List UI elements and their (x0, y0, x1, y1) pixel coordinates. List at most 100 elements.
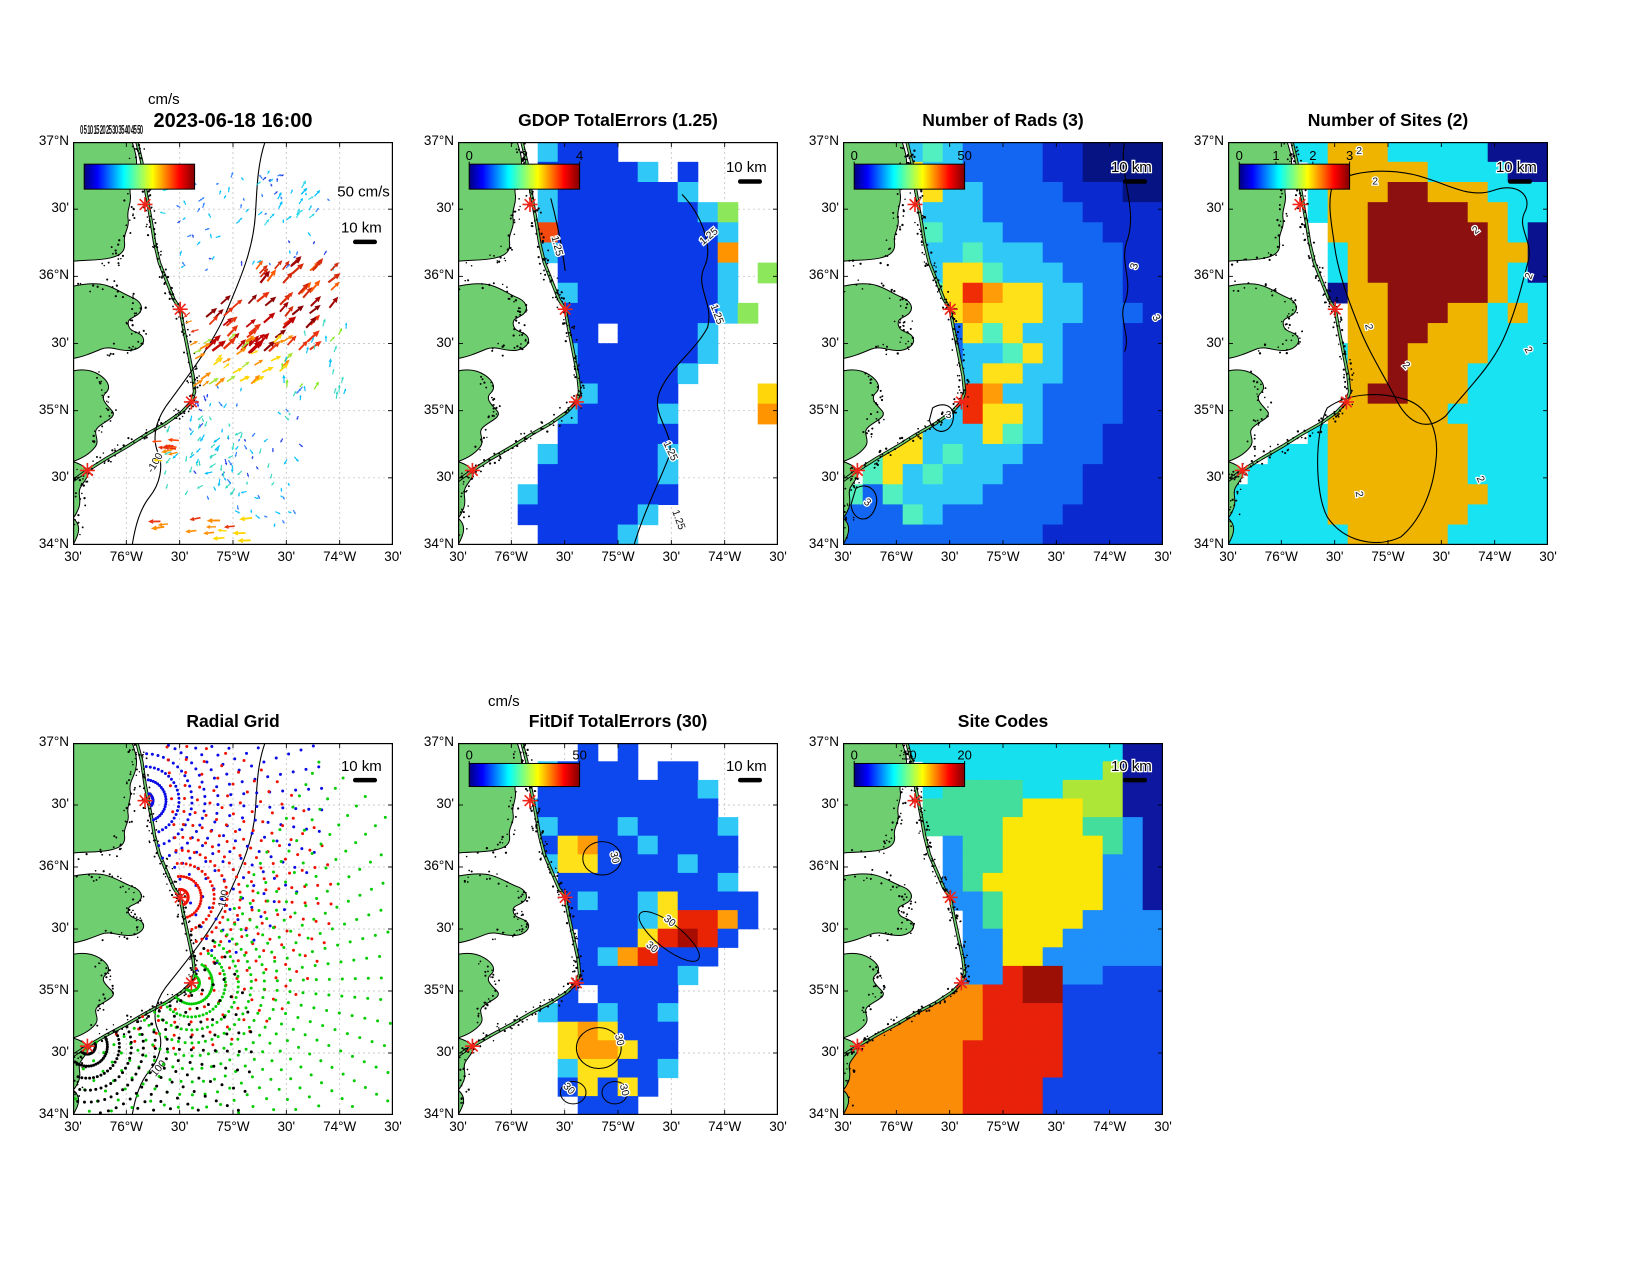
colorbar-unit-label: cm/s (148, 91, 180, 108)
axis-tick-label: 36°N (38, 267, 69, 283)
panel-title-sites: Number of Sites (2) (1307, 110, 1469, 130)
radar-site-marker (183, 394, 199, 410)
axis-tick-label: 75°W (601, 549, 635, 564)
radar-site-marker (79, 1038, 95, 1054)
svg-text:1.25: 1.25 (669, 508, 687, 531)
axis-tick-label: 37°N (423, 734, 454, 749)
radar-site-marker (849, 1038, 865, 1054)
axis-tick-label: 34°N (423, 536, 454, 551)
axis-tick-label: 30' (1206, 334, 1224, 350)
axis-tick-label: 30' (834, 1119, 852, 1134)
axis-tick-label: 76°W (109, 1119, 143, 1134)
axis-tick-label: 30' (449, 1119, 467, 1134)
axis-tick-label: 74°W (708, 1119, 742, 1134)
axis-tick-label: 30' (821, 200, 839, 216)
radar-site-marker (907, 793, 923, 809)
colorbar-tick-cluster: 0 5 10 15 20 25 30 35 40 45 50 (80, 122, 143, 137)
axis-tick-label: 34°N (38, 536, 69, 551)
axis-tick-label: 76°W (109, 549, 143, 564)
svg-text:-100: -100 (145, 451, 166, 475)
axis-tick-label: 30' (821, 1044, 839, 1059)
axis-tick-label: 30' (64, 1119, 82, 1134)
axis-tick-label: 30' (51, 920, 69, 935)
axis-tick-label: 74°W (708, 549, 742, 564)
radar-site-marker (522, 196, 538, 212)
axis-tick-label: 35°N (1193, 401, 1224, 417)
axis-tick-label: 74°W (1478, 549, 1512, 564)
radar-site-marker (1338, 394, 1354, 410)
radar-site-marker (942, 301, 958, 317)
axis-tick-label: 30' (51, 468, 69, 484)
radar-site-marker (557, 301, 573, 317)
axis-tick-label: 76°W (1264, 549, 1298, 564)
svg-text:3: 3 (1346, 148, 1353, 163)
svg-text:2: 2 (1353, 490, 1366, 498)
axis-tick-label: 35°N (423, 982, 454, 997)
radar-site-marker (907, 196, 923, 212)
svg-text:3: 3 (1128, 262, 1141, 271)
axis-tick-label: 30' (821, 796, 839, 811)
axis-tick-label: 36°N (423, 858, 454, 873)
svg-text:50: 50 (957, 148, 971, 163)
axis-tick-label: 75°W (601, 1119, 635, 1134)
axis-tick-label: 37°N (1193, 133, 1224, 148)
axis-tick-label: 36°N (808, 267, 839, 283)
axis-tick-label: 37°N (38, 133, 69, 148)
axis-tick-label: 74°W (323, 1119, 357, 1134)
axis-tick-label: 30' (384, 1119, 402, 1134)
radar-site-marker (172, 301, 188, 317)
axis-tick-label: 37°N (808, 734, 839, 749)
svg-text:4: 4 (576, 148, 583, 163)
axis-tick-label: 37°N (423, 133, 454, 148)
radar-site-marker (522, 793, 538, 809)
axis-tick-label: 30' (436, 796, 454, 811)
radar-site-marker (953, 975, 969, 991)
radar-site-marker (464, 462, 480, 478)
axis-tick-label: 30' (64, 549, 82, 564)
axis-tick-label: 36°N (1193, 267, 1224, 283)
radar-site-marker (79, 462, 95, 478)
radar-site-marker (568, 975, 584, 991)
axis-tick-label: 30' (436, 468, 454, 484)
axis-tick-label: 30' (51, 796, 69, 811)
axis-tick-label: 30' (277, 1119, 296, 1134)
axis-tick-label: 76°W (494, 1119, 528, 1134)
map-currents: -100 10 km 50 cm/s (73, 142, 393, 545)
axis-tick-label: 30' (1539, 549, 1557, 564)
axis-tick-label: 76°W (879, 1119, 913, 1134)
radar-site-marker (1234, 462, 1250, 478)
axis-tick-label: 30' (555, 549, 574, 564)
axis-tick-label: 30' (1154, 549, 1172, 564)
panel-title-gdop: GDOP TotalErrors (1.25) (518, 110, 718, 130)
axis-tick-label: 30' (277, 549, 296, 564)
axis-tick-label: 75°W (986, 1119, 1020, 1134)
axis-tick-label: 30' (51, 1044, 69, 1059)
axis-tick-label: 30' (449, 549, 467, 564)
axis-tick-label: 74°W (1093, 1119, 1127, 1134)
axis-tick-label: 37°N (808, 133, 839, 148)
svg-text:2: 2 (1362, 323, 1375, 331)
radar-site-marker (942, 889, 958, 905)
svg-text:2: 2 (521, 148, 528, 163)
radar-site-marker (953, 394, 969, 410)
axis-tick-label: 30' (436, 200, 454, 216)
axis-tick-label: 30' (821, 334, 839, 350)
radar-site-marker (137, 793, 153, 809)
svg-text:1: 1 (1272, 148, 1279, 163)
axis-tick-label: 35°N (423, 401, 454, 417)
svg-text:50 cm/s: 50 cm/s (337, 183, 390, 200)
axis-tick-label: 30' (821, 468, 839, 484)
radar-site-marker (568, 394, 584, 410)
axis-tick-label: 30' (940, 549, 959, 564)
axis-tick-label: 34°N (423, 1106, 454, 1121)
svg-text:2: 2 (1309, 148, 1316, 163)
radar-site-marker (1292, 196, 1308, 212)
axis-tick-label: 30' (821, 920, 839, 935)
svg-text:2: 2 (1356, 145, 1362, 157)
svg-text:10 km: 10 km (1496, 159, 1537, 176)
